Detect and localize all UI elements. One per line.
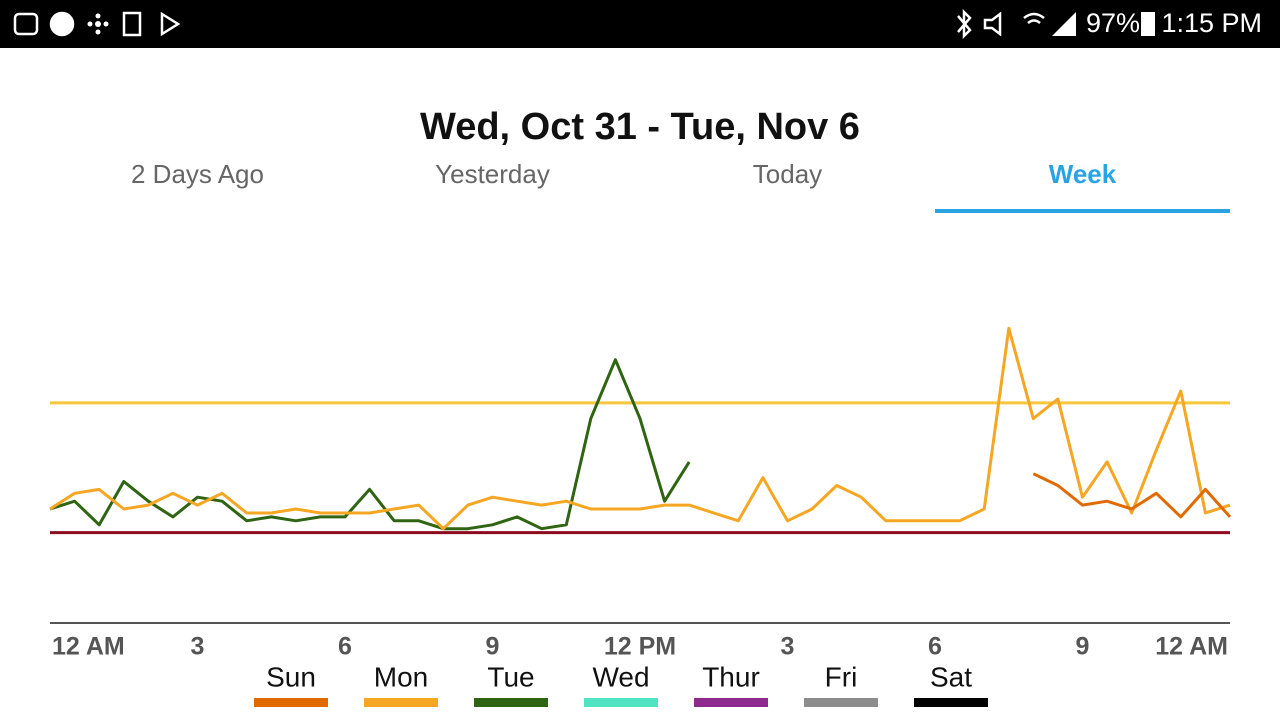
legend-swatch: [914, 698, 988, 707]
series-line: [49, 326, 1231, 531]
date-range-title: Wed, Oct 31 - Tue, Nov 6: [420, 106, 860, 148]
signal-icon: [1052, 12, 1076, 36]
legend-swatch: [584, 698, 658, 707]
legend-swatch: [694, 698, 768, 707]
tab-indicator: [935, 209, 1230, 213]
x-tick-label: 3: [781, 633, 795, 661]
clock: 1:15 PM: [1161, 8, 1262, 38]
legend-label: Tue: [487, 661, 534, 692]
legend-label: Fri: [825, 661, 858, 692]
status-icons: [13, 8, 1045, 40]
x-tick-label: 9: [1076, 633, 1090, 661]
battery-icon: [1141, 12, 1155, 36]
tab[interactable]: Yesterday: [435, 159, 550, 189]
x-tick-label: 9: [486, 633, 500, 661]
legend-label: Sat: [930, 661, 972, 692]
x-tick-label: 6: [928, 633, 942, 661]
x-tick-label: 12 AM: [52, 633, 125, 661]
legend-swatch: [474, 698, 548, 707]
legend-label: Mon: [374, 661, 428, 692]
legend-swatch: [254, 698, 328, 707]
x-tick-label: 12 AM: [1155, 633, 1228, 661]
battery-text: 97%: [1086, 8, 1140, 38]
legend-label: Thur: [702, 661, 760, 692]
chart: 12 AM 3 6 9 12 PM 3 6 9 12 AM Sun Mon Tue Wed Thur Fri…: [49, 326, 1232, 707]
tab[interactable]: Today: [753, 159, 822, 189]
x-tick-label: 3: [191, 633, 205, 661]
tab-bar: 2 Days Ago Yesterday Today Week: [131, 159, 1230, 213]
tab[interactable]: 2 Days Ago: [131, 159, 264, 189]
tab[interactable]: Week: [1049, 159, 1117, 189]
series-line: [1032, 472, 1232, 519]
legend-label: Wed: [592, 661, 649, 692]
legend-swatch: [804, 698, 878, 707]
x-tick-label: 12 PM: [604, 633, 676, 661]
series-line: [49, 358, 691, 531]
x-tick-label: 6: [338, 633, 352, 661]
legend-label: Sun: [266, 661, 316, 692]
legend-swatch: [364, 698, 438, 707]
